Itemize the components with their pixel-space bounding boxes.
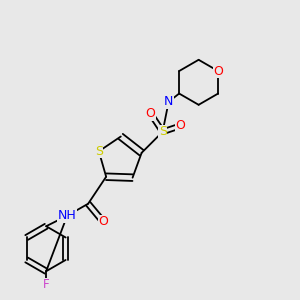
Text: S: S [95, 145, 103, 158]
Text: O: O [213, 64, 223, 77]
Text: N: N [164, 95, 173, 108]
Text: F: F [43, 278, 50, 291]
Text: O: O [98, 215, 108, 228]
Text: NH: NH [58, 209, 76, 222]
Text: S: S [159, 125, 167, 138]
Text: O: O [176, 119, 186, 132]
Text: O: O [146, 107, 156, 120]
